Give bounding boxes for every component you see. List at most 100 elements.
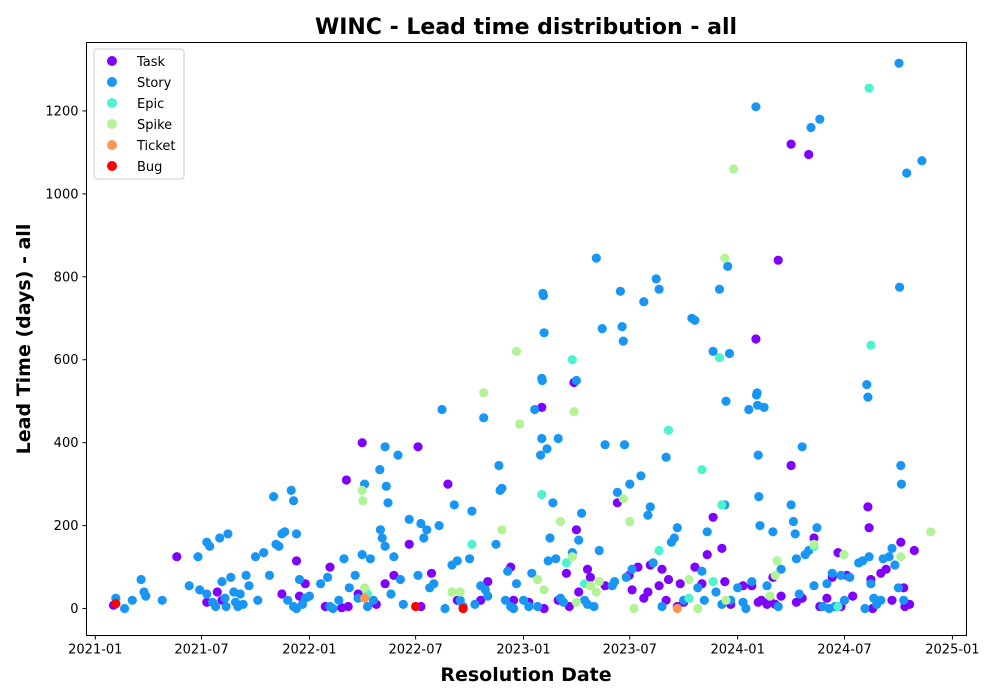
point-task-77	[804, 149, 814, 160]
point-story-132	[594, 545, 604, 556]
chart-title: WINC - Lead time distribution - all	[315, 15, 737, 40]
point-story-89	[467, 506, 477, 516]
point-story-190	[786, 500, 796, 510]
point-story-156	[672, 523, 682, 533]
y-tick-label-3: 600	[54, 353, 79, 368]
x-tick-label-3: 2022-07	[388, 643, 442, 658]
point-spike-23	[720, 253, 730, 263]
point-story-219	[876, 595, 886, 605]
point-story-36	[280, 527, 290, 537]
point-story-229	[899, 595, 909, 605]
point-story-183	[754, 492, 764, 502]
y-tick-label-5: 1000	[45, 187, 78, 202]
point-epic-14	[833, 601, 843, 612]
point-story-222	[887, 543, 897, 554]
point-bug-2	[458, 603, 468, 614]
point-story-134	[600, 440, 610, 450]
point-story-126	[574, 535, 584, 545]
point-story-125	[571, 375, 582, 386]
point-story-155	[669, 533, 679, 543]
point-story-139	[617, 322, 627, 332]
point-story-6	[157, 595, 167, 605]
point-story-55	[353, 593, 363, 603]
point-story-66	[381, 481, 391, 491]
point-task-6	[291, 556, 302, 566]
legend-label-task: Task	[136, 55, 166, 70]
point-story-224	[893, 583, 904, 593]
point-story-94	[483, 591, 493, 601]
point-story-17	[220, 593, 230, 603]
point-story-141	[619, 440, 630, 450]
point-task-43	[627, 585, 637, 595]
point-story-47	[316, 579, 326, 589]
point-epic-10	[708, 577, 718, 587]
point-story-92	[479, 413, 489, 423]
point-story-165	[711, 587, 721, 597]
point-task-80	[822, 593, 832, 603]
legend-label-story: Story	[137, 76, 172, 91]
point-task-37	[574, 587, 584, 597]
legend-label-spike: Spike	[137, 118, 172, 133]
point-story-192	[790, 529, 800, 539]
point-story-149	[648, 558, 658, 568]
point-task-74	[786, 139, 796, 149]
y-tick-label-0: 0	[70, 602, 78, 617]
point-story-77	[422, 525, 432, 535]
point-task-86	[863, 502, 873, 512]
point-story-176	[744, 404, 754, 415]
point-story-148	[645, 502, 655, 512]
point-task-22	[426, 568, 437, 578]
point-task-5	[277, 589, 287, 599]
point-story-43	[294, 574, 305, 585]
point-story-175	[741, 603, 751, 614]
point-story-130	[589, 601, 599, 612]
point-ticket-0	[360, 593, 370, 603]
point-story-162	[699, 595, 709, 605]
point-story-182	[753, 450, 763, 460]
point-story-31	[264, 570, 275, 581]
point-story-26	[241, 570, 251, 581]
point-story-63	[377, 533, 387, 543]
y-tick-label-1: 200	[54, 519, 79, 534]
point-story-69	[389, 552, 399, 562]
point-story-18	[221, 601, 231, 612]
point-story-103	[511, 579, 522, 589]
point-story-28	[250, 552, 261, 562]
point-story-27	[244, 581, 254, 591]
point-story-7	[184, 581, 194, 591]
point-story-46	[304, 591, 314, 601]
point-story-19	[223, 529, 233, 539]
point-story-30	[259, 548, 269, 558]
point-story-150	[651, 274, 661, 284]
point-story-12	[202, 589, 212, 599]
legend-marker-ticket	[107, 140, 117, 150]
point-epic-12	[717, 500, 727, 510]
point-story-186	[762, 581, 772, 591]
point-story-37	[283, 595, 293, 605]
point-story-160	[693, 583, 703, 593]
point-task-72	[776, 591, 786, 601]
point-story-110	[537, 433, 547, 444]
point-task-97	[909, 545, 919, 556]
point-story-62	[375, 525, 385, 535]
point-task-10	[325, 562, 335, 572]
point-story-29	[253, 595, 263, 605]
point-story-81	[437, 404, 447, 415]
point-task-64	[751, 334, 761, 344]
point-story-185	[759, 402, 769, 412]
point-task-91	[881, 564, 891, 574]
point-story-208	[839, 595, 850, 605]
point-story-98	[497, 483, 507, 493]
x-tick-label-0: 2021-01	[68, 643, 122, 658]
point-story-8	[193, 552, 203, 562]
point-story-178	[751, 102, 761, 112]
point-story-131	[591, 253, 601, 263]
point-task-55	[690, 562, 700, 572]
x-axis-label: Resolution Date	[440, 664, 611, 686]
point-story-40	[291, 529, 302, 539]
point-story-127	[577, 508, 587, 518]
point-story-191	[788, 516, 799, 527]
point-story-203	[822, 579, 832, 589]
point-story-70	[393, 450, 403, 460]
point-story-231	[917, 156, 927, 166]
